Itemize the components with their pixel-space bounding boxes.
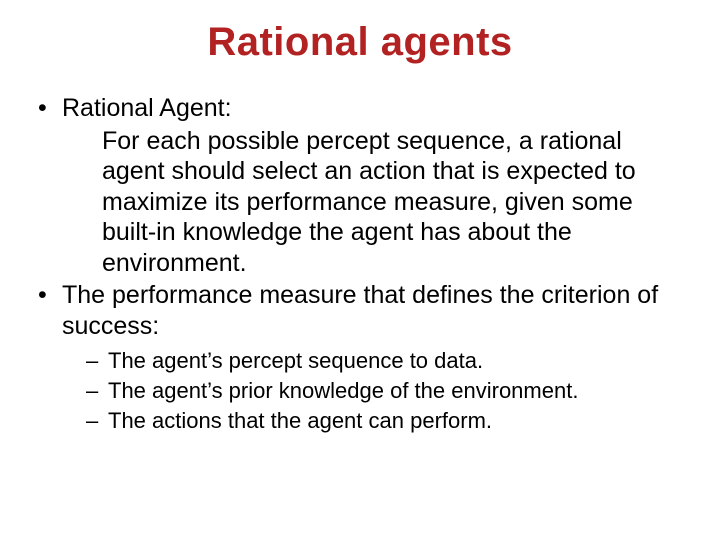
bullet-list-level1: Rational Agent: For each possible percep…: [30, 93, 690, 435]
sub-bullet-3: The actions that the agent can perform.: [86, 407, 680, 435]
slide: Rational agents Rational Agent: For each…: [0, 0, 720, 540]
bullet-2-text: The performance measure that defines the…: [62, 281, 658, 340]
bullet-1-lead: Rational Agent:: [62, 94, 232, 122]
slide-title: Rational agents: [30, 20, 690, 65]
bullet-item-1: Rational Agent: For each possible percep…: [36, 93, 680, 278]
bullet-list-level2: The agent’s percept sequence to data. Th…: [62, 347, 680, 435]
sub-bullet-2: The agent’s prior knowledge of the envir…: [86, 377, 680, 405]
bullet-item-2: The performance measure that defines the…: [36, 280, 680, 435]
sub-bullet-1: The agent’s percept sequence to data.: [86, 347, 680, 375]
bullet-1-body: For each possible percept sequence, a ra…: [102, 126, 680, 279]
